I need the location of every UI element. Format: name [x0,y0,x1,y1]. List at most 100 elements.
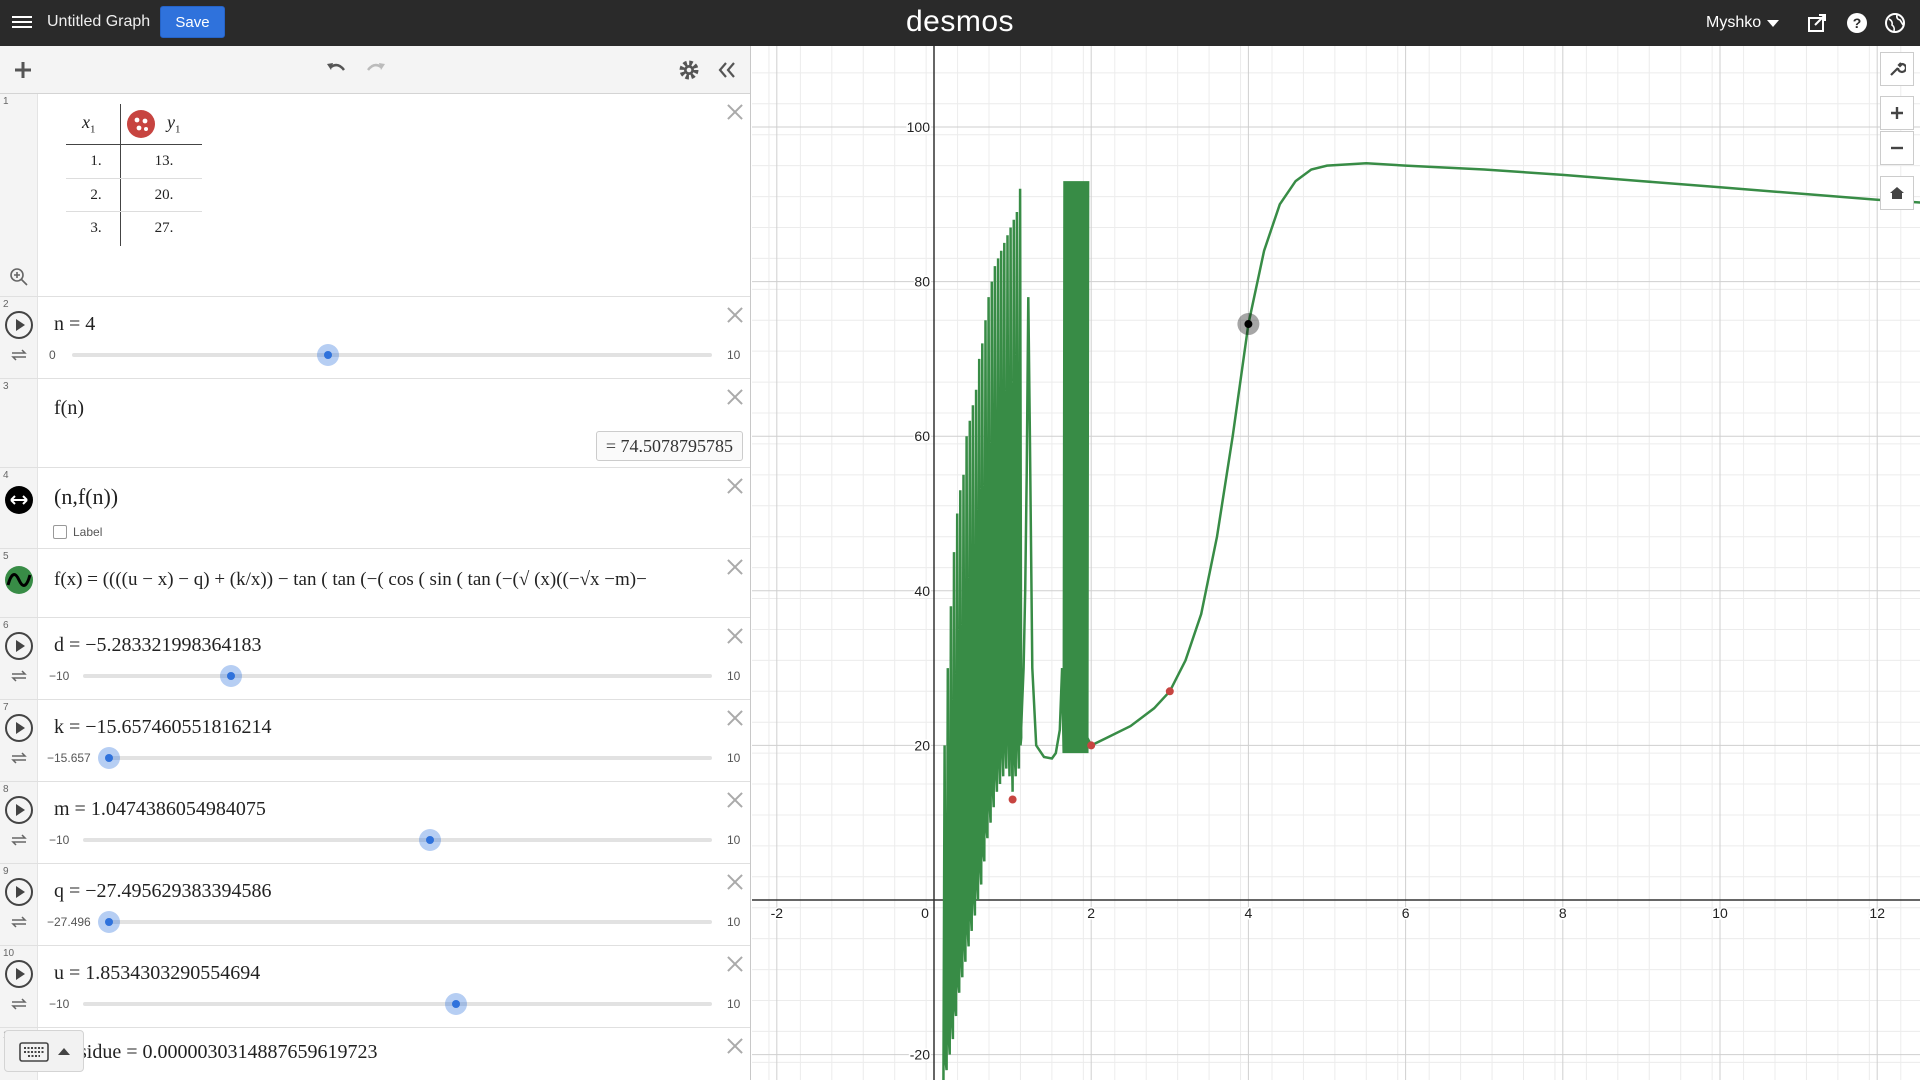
table-cell[interactable]: 2. [90,187,102,203]
table-cell[interactable]: 20. [154,187,174,203]
graph-settings-button[interactable] [1880,52,1914,86]
slider-min[interactable]: 0 [49,348,56,362]
save-button[interactable]: Save [160,6,225,38]
expression-math[interactable]: n = 4 [54,313,96,335]
play-icon[interactable] [5,796,33,824]
drag-point-icon[interactable] [4,485,34,515]
expression-residue[interactable]: 11 sidue = 0.0000030314887659619723 [0,1028,750,1080]
expression-math[interactable]: k = −15.657460551816214 [54,716,272,738]
zoom-in-button[interactable] [1880,96,1914,130]
expression-table[interactable]: 1 x1 y1 1. 13. 2. 20. 3. 27 [0,94,750,297]
play-icon[interactable] [5,960,33,988]
delete-expression-button[interactable] [725,626,745,646]
slider-thumb[interactable] [98,911,120,933]
expression-slider-k[interactable]: 7 k = −15.657460551816214 −15.657 10 [0,700,750,782]
zoom-out-button[interactable] [1880,131,1914,165]
expression-slider-m[interactable]: 8 m = 1.0474386054984075 −10 10 [0,782,750,864]
slider-max[interactable]: 10 [727,833,741,847]
redo-icon[interactable] [364,58,388,82]
points-style-icon[interactable] [127,110,155,138]
slider-min[interactable]: −15.657 [47,751,91,765]
default-zoom-button[interactable] [1880,176,1914,210]
label-checkbox[interactable] [53,525,67,539]
loop-icon[interactable] [9,833,29,847]
expression-math[interactable]: f(n) [54,397,84,419]
slider-track[interactable] [83,674,712,678]
expression-math[interactable]: q = −27.495629383394586 [54,880,272,902]
expression-math[interactable]: d = −5.283321998364183 [54,634,262,656]
zoom-fit-icon[interactable] [9,267,29,287]
draggable-point[interactable] [1237,313,1260,336]
delete-expression-button[interactable] [725,557,745,577]
slider-thumb[interactable] [444,993,467,1015]
menu-icon[interactable] [12,13,32,33]
delete-expression-button[interactable] [725,708,745,728]
expression-math[interactable]: sidue = 0.0000030314887659619723 [79,1041,378,1063]
delete-expression-button[interactable] [725,387,745,407]
graph-title[interactable]: Untitled Graph [47,13,151,30]
delete-expression-button[interactable] [725,305,745,325]
delete-expression-button[interactable] [725,1036,745,1056]
table-cell[interactable]: 3. [90,220,102,236]
expression-math[interactable]: f(x) = ((((u − x) − q) + (k/x)) − tan ( … [54,569,647,590]
slider-track[interactable] [72,353,712,357]
table-points[interactable] [1008,687,1174,804]
slider-thumb[interactable] [220,665,243,687]
slider-max[interactable]: 10 [727,751,741,765]
play-icon[interactable] [5,311,33,339]
table-cell[interactable]: 1. [90,153,102,169]
share-icon[interactable] [1806,12,1828,34]
slider-track[interactable] [83,1002,712,1006]
slider-min[interactable]: −10 [49,669,70,683]
expression-slider-q[interactable]: 9 q = −27.495629383394586 −27.496 10 [0,864,750,946]
delete-expression-button[interactable] [725,476,745,496]
function-curve[interactable] [942,162,1920,1080]
expression-point[interactable]: 4 (n,f(n)) Label [0,468,750,549]
expression-math[interactable]: u = 1.8534303290554694 [54,962,261,984]
slider-thumb[interactable] [419,829,442,851]
table-cell[interactable]: 27. [154,220,174,236]
table-point[interactable] [1165,687,1174,696]
expression-slider-d[interactable]: 6 d = −5.283321998364183 −10 10 [0,618,750,700]
slider-thumb[interactable] [98,747,120,769]
slider-min[interactable]: −10 [49,833,70,847]
slider-thumb[interactable] [317,344,339,366]
table-point[interactable] [1008,795,1017,804]
gear-icon[interactable] [677,58,701,82]
curve-style-icon[interactable] [4,565,34,595]
loop-icon[interactable] [9,348,29,362]
add-icon[interactable] [11,58,35,82]
slider-track[interactable] [109,756,712,760]
delete-expression-button[interactable] [725,102,745,122]
undo-icon[interactable] [324,58,348,82]
expression-slider-u[interactable]: 10 u = 1.8534303290554694 −10 10 [0,946,750,1028]
loop-icon[interactable] [9,751,29,765]
play-icon[interactable] [5,632,33,660]
slider-max[interactable]: 10 [727,997,741,1011]
expression-math[interactable]: m = 1.0474386054984075 [54,798,266,820]
slider-min[interactable]: −10 [49,997,70,1011]
delete-expression-button[interactable] [725,872,745,892]
column-header-y[interactable]: y1 [167,112,181,136]
collapse-panel-icon[interactable] [715,58,739,82]
loop-icon[interactable] [9,669,29,683]
slider-min[interactable]: −27.496 [47,915,91,929]
expression-function[interactable]: 5 f(x) = ((((u − x) − q) + (k/x)) − tan … [0,549,750,618]
column-header-x[interactable]: x1 [82,112,96,136]
slider-max[interactable]: 10 [727,669,741,683]
expression-math[interactable]: (n,f(n)) [54,484,119,509]
slider-max[interactable]: 10 [727,915,741,929]
slider-max[interactable]: 10 [727,348,741,362]
globe-icon[interactable] [1884,12,1906,34]
loop-icon[interactable] [9,915,29,929]
help-icon[interactable]: ? [1846,12,1868,34]
expression-slider-n[interactable]: 2 n = 4 0 10 [0,297,750,379]
slider-track[interactable] [109,920,712,924]
point-marker[interactable] [1244,320,1253,329]
loop-icon[interactable] [9,997,29,1011]
keyboard-toggle-button[interactable] [4,1030,84,1072]
expression-evaluation[interactable]: 3 f(n) = 74.5078795785 [0,379,750,468]
user-menu[interactable]: Myshko [1706,14,1780,32]
play-icon[interactable] [5,878,33,906]
